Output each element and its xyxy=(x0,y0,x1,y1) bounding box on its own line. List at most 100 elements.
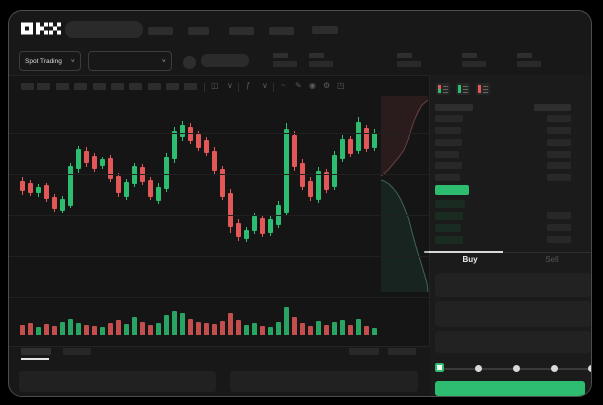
settings-icon[interactable]: ⚙ xyxy=(323,81,331,90)
draw-icon[interactable]: ✎ xyxy=(295,81,302,90)
icon-line xyxy=(443,92,448,93)
timeframe-button[interactable] xyxy=(93,83,106,90)
timeframe-button[interactable] xyxy=(111,83,124,90)
tab-buy[interactable]: Buy xyxy=(462,255,478,264)
volume-bar xyxy=(132,317,137,335)
candle-body xyxy=(260,218,265,234)
timeframe-button[interactable] xyxy=(74,83,87,90)
candle-body xyxy=(236,223,241,237)
pair-action-button[interactable] xyxy=(201,54,249,67)
book-bids-icon[interactable] xyxy=(456,83,470,95)
candle-body xyxy=(108,158,113,179)
icon-line xyxy=(463,86,468,87)
pair-dropdown[interactable]: ∨ xyxy=(88,51,172,71)
ask-amount xyxy=(547,162,571,169)
book-asks-icon[interactable] xyxy=(476,83,490,95)
timeframe-button[interactable] xyxy=(148,83,161,90)
ask-price[interactable] xyxy=(435,115,463,122)
range-button[interactable] xyxy=(388,348,416,355)
candle-body xyxy=(292,135,297,167)
timeframe-button[interactable] xyxy=(21,83,34,90)
chevron-down-icon[interactable]: ∨ xyxy=(262,81,268,90)
orderbook-header xyxy=(534,104,571,111)
nav-item[interactable] xyxy=(188,27,209,35)
volume-bar xyxy=(164,315,169,335)
range-button[interactable] xyxy=(349,348,379,355)
icon-bar-bottom xyxy=(438,89,441,93)
volume-bar xyxy=(244,325,249,335)
bid-amount xyxy=(547,224,571,231)
volume-bar xyxy=(188,319,193,335)
order-form-field[interactable] xyxy=(435,331,591,353)
candle-body xyxy=(156,187,161,201)
gridline xyxy=(9,256,429,257)
orders-row[interactable] xyxy=(19,371,216,392)
timeframe-button[interactable] xyxy=(166,83,179,90)
candle-body xyxy=(116,176,121,193)
depth-asks-line xyxy=(381,99,429,177)
timeframe-button[interactable] xyxy=(37,83,50,90)
volume-bar xyxy=(292,317,297,335)
candle-body xyxy=(124,182,129,197)
candle-body xyxy=(284,129,289,213)
slider-stop[interactable] xyxy=(475,365,482,372)
ask-price[interactable] xyxy=(435,174,460,181)
indicators-icon[interactable]: ƒ xyxy=(246,81,251,90)
ask-price[interactable] xyxy=(435,162,462,169)
ask-price[interactable] xyxy=(435,151,459,158)
candle-style-icon[interactable]: ◫ xyxy=(211,81,219,90)
timeframe-button[interactable] xyxy=(129,83,142,90)
line-tools-icon[interactable]: ~ xyxy=(281,81,286,90)
nav-item[interactable] xyxy=(269,27,294,35)
order-form-field[interactable] xyxy=(435,301,591,327)
candle-body xyxy=(308,181,313,197)
candle-body xyxy=(364,128,369,149)
depth-overlay xyxy=(381,96,429,292)
chevron-down-icon[interactable]: ∨ xyxy=(227,81,233,90)
volume-bar xyxy=(84,325,89,335)
bid-amount xyxy=(547,236,571,243)
buy-submit-button[interactable] xyxy=(435,381,585,396)
stat-value xyxy=(462,61,486,67)
timeframe-button[interactable] xyxy=(56,83,69,90)
volume-bar xyxy=(172,311,177,335)
order-form-field[interactable] xyxy=(435,273,591,297)
candle-body xyxy=(268,219,273,233)
candle-body xyxy=(60,199,65,211)
slider-stop[interactable] xyxy=(513,365,520,372)
bottom-tab[interactable] xyxy=(21,348,51,355)
volume-bar xyxy=(180,313,185,335)
bid-price[interactable] xyxy=(435,200,465,208)
ask-price[interactable] xyxy=(435,127,461,134)
book-combined-icon[interactable] xyxy=(436,83,450,95)
bid-price[interactable] xyxy=(435,236,463,244)
nav-item[interactable] xyxy=(148,27,173,35)
stat-value xyxy=(273,61,297,67)
chart-panel[interactable] xyxy=(9,76,429,346)
market-type-dropdown[interactable]: Spot Trading ∨ xyxy=(19,51,81,71)
candle-body xyxy=(212,151,217,171)
tab-sell[interactable]: Sell xyxy=(545,255,559,264)
bottom-tab[interactable] xyxy=(63,348,91,355)
nav-item[interactable] xyxy=(229,27,254,35)
last-price-badge[interactable] xyxy=(435,185,469,195)
market-type-label: Spot Trading xyxy=(25,57,62,65)
slider-stop[interactable] xyxy=(588,365,591,372)
candle-body xyxy=(300,163,305,187)
screenshot-icon[interactable]: ◉ xyxy=(309,81,316,90)
orders-row[interactable] xyxy=(230,371,418,392)
nav-right-item[interactable] xyxy=(312,26,338,34)
gridline xyxy=(9,297,429,298)
slider-stop[interactable] xyxy=(551,365,558,372)
bid-price[interactable] xyxy=(435,224,461,232)
gridline xyxy=(9,133,429,134)
timeframe-button[interactable] xyxy=(184,83,197,90)
candle-body xyxy=(148,180,153,197)
bid-price[interactable] xyxy=(435,212,463,220)
search-input[interactable] xyxy=(65,21,143,38)
ask-price[interactable] xyxy=(435,139,462,146)
depth-price-marker xyxy=(424,251,433,253)
fullscreen-icon[interactable]: ◳ xyxy=(337,81,345,90)
chevron-down-icon: ∨ xyxy=(161,58,167,64)
slider-handle[interactable] xyxy=(435,363,444,372)
